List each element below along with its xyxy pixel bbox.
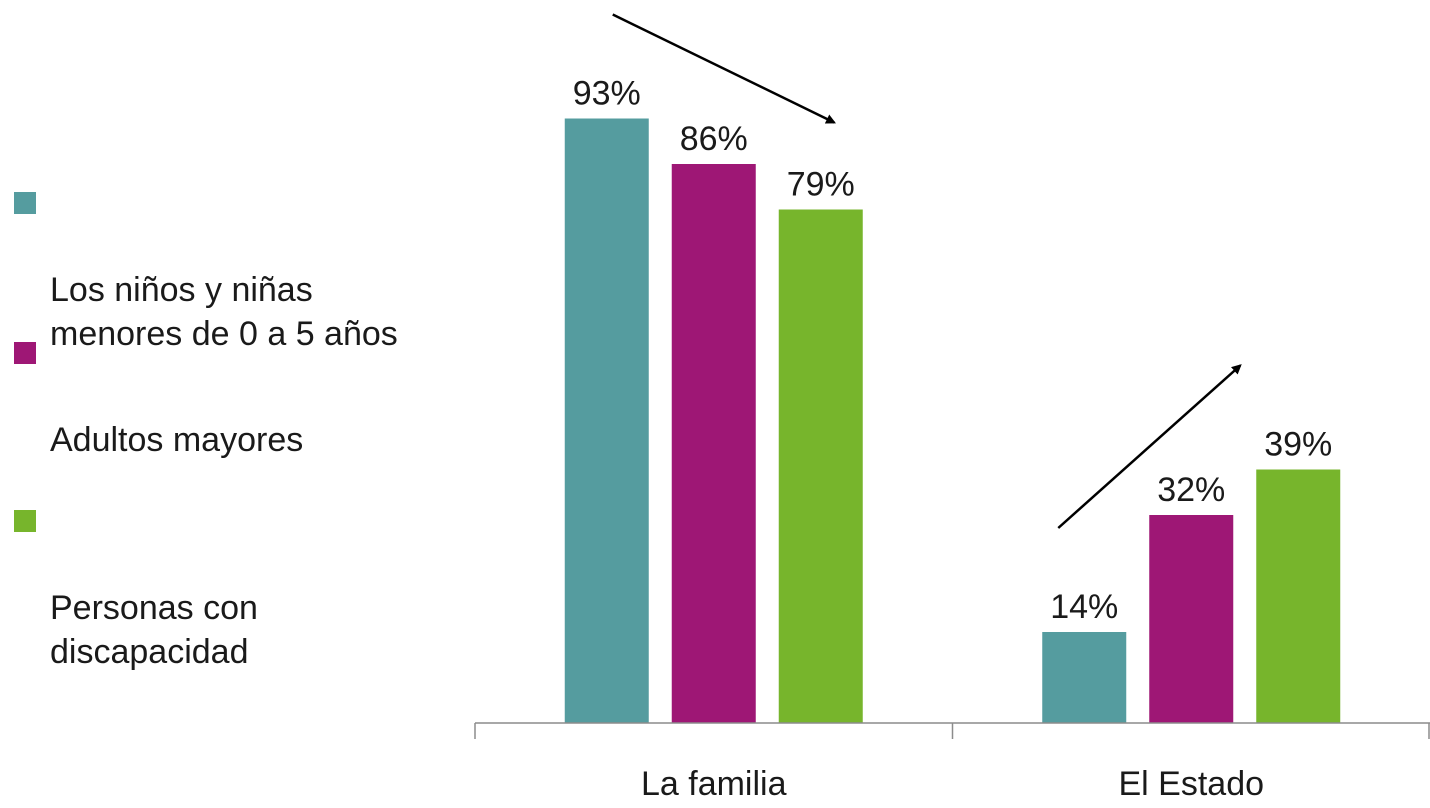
annotations bbox=[612, 13, 1242, 529]
bar-1-1 bbox=[1149, 515, 1234, 723]
data-label: 32% bbox=[1157, 471, 1225, 509]
legend-item-series-1: Adultos mayores bbox=[14, 330, 303, 462]
legend-swatch bbox=[14, 192, 36, 214]
legend-swatch bbox=[14, 510, 36, 532]
trend-arrow bbox=[1057, 364, 1242, 529]
x-tick-label: La familia bbox=[641, 765, 787, 803]
data-labels: 93% 86% 79% 14% 32% 39% bbox=[573, 75, 1333, 627]
data-label: 39% bbox=[1264, 426, 1332, 464]
trend-arrow bbox=[612, 13, 836, 124]
bar-2-1 bbox=[1256, 469, 1341, 723]
x-axis: La familia El Estado bbox=[474, 722, 1430, 803]
legend-label: Los niños y niñas menores de 0 a 5 años bbox=[50, 271, 398, 353]
bar-0-0 bbox=[564, 118, 649, 723]
x-tick-label: El Estado bbox=[1118, 765, 1264, 803]
data-label: 14% bbox=[1050, 588, 1118, 626]
data-label: 86% bbox=[680, 120, 748, 158]
legend-item-series-0: Los niños y niñas menores de 0 a 5 años bbox=[14, 180, 398, 356]
legend-label: Personas con discapacidad bbox=[50, 589, 258, 671]
bar-1-0 bbox=[671, 164, 756, 723]
legend-label: Adultos mayores bbox=[50, 421, 304, 459]
bar-0-1 bbox=[1042, 632, 1127, 723]
legend-item-series-2: Personas con discapacidad bbox=[14, 498, 258, 674]
bars bbox=[564, 118, 1341, 723]
legend-swatch bbox=[14, 342, 36, 364]
bar-2-0 bbox=[778, 209, 863, 723]
data-label: 79% bbox=[787, 166, 855, 204]
data-label: 93% bbox=[573, 75, 641, 113]
